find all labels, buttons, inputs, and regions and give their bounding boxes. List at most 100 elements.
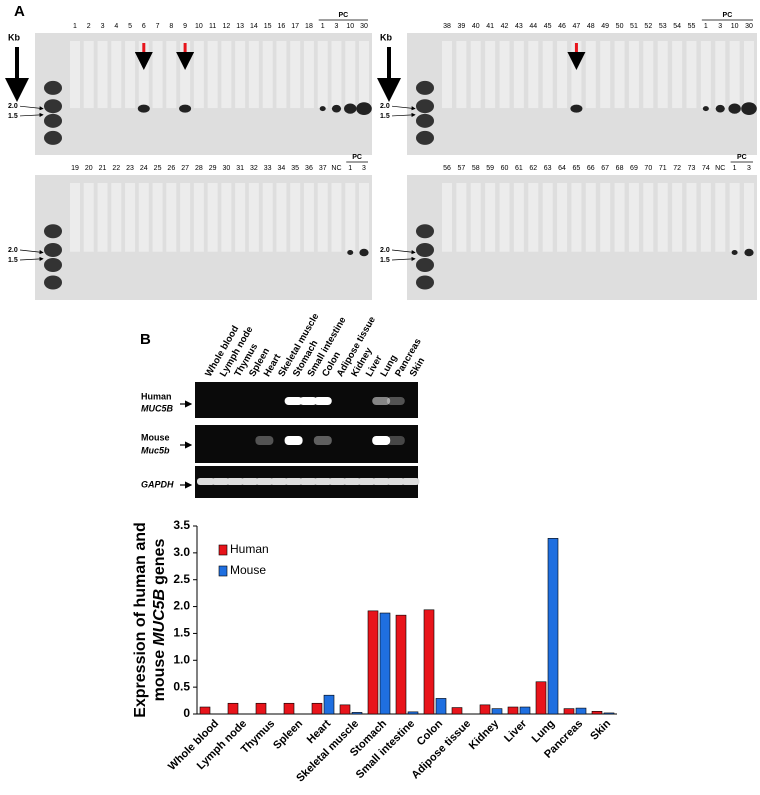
gel-band <box>372 397 391 405</box>
size-label: 1.5 <box>380 257 390 264</box>
size-label: 2.0 <box>8 103 18 110</box>
pc-label: PC <box>338 12 348 19</box>
lane-smear <box>166 183 177 252</box>
band <box>570 104 583 113</box>
gel-band <box>386 397 405 405</box>
lane-label: 56 <box>443 165 451 172</box>
lane-smear <box>614 183 625 252</box>
bar <box>547 538 559 715</box>
band <box>319 106 326 112</box>
gel-band <box>284 436 303 445</box>
lane-smear <box>657 41 668 109</box>
gel-band <box>240 478 259 485</box>
lane-smear <box>303 41 314 109</box>
bar <box>351 712 363 715</box>
lane-smear <box>317 183 328 252</box>
y-tick-label: 2.0 <box>173 599 190 613</box>
lane-label: 32 <box>250 165 258 172</box>
lane-smear <box>700 183 711 252</box>
lane-label: 57 <box>457 165 465 172</box>
lane-label: 5 <box>128 23 132 30</box>
lane-smear <box>248 41 259 109</box>
lane-smear <box>513 41 524 109</box>
ladder-band <box>44 224 62 239</box>
lane-smear <box>111 183 122 252</box>
lane-smear <box>359 41 369 109</box>
gel-row-label: Muc5b <box>141 445 170 455</box>
lane-label: 69 <box>630 165 638 172</box>
band <box>744 248 754 257</box>
lane-smear <box>585 41 596 109</box>
gel-band <box>299 478 318 485</box>
lane-label: 30 <box>745 23 753 30</box>
ladder-band <box>416 224 434 239</box>
ladder-band <box>44 275 62 290</box>
legend-label: Mouse <box>230 563 266 577</box>
lane-smear <box>600 183 611 252</box>
ladder-band <box>416 113 434 128</box>
lane-label: NC <box>331 165 341 172</box>
lane-label: 9 <box>183 23 187 30</box>
bar <box>339 704 351 715</box>
lane-label: 71 <box>659 165 667 172</box>
lane-label: 58 <box>472 165 480 172</box>
lane-smear <box>83 183 94 252</box>
lane-smear <box>331 183 342 252</box>
lane-smear <box>248 183 259 252</box>
lane-label: 47 <box>573 23 581 30</box>
gel-band <box>386 478 405 485</box>
y-tick-label: 0.5 <box>173 679 190 693</box>
lane-smear <box>138 183 149 252</box>
size-pointer <box>19 105 44 111</box>
ladder-band <box>416 275 434 290</box>
lane-label: 61 <box>515 165 523 172</box>
x-tick-label: Skin <box>588 717 613 742</box>
lane-label: 54 <box>673 23 681 30</box>
lane-smear <box>456 41 467 109</box>
size-pointer <box>391 112 416 118</box>
lane-label: 50 <box>616 23 624 30</box>
size-pointer <box>19 256 44 262</box>
gel-band <box>372 436 391 445</box>
lane-label: 33 <box>264 165 272 172</box>
gel-band <box>313 397 332 405</box>
band <box>347 250 354 255</box>
lane-smear <box>193 183 204 252</box>
gel-band <box>226 478 245 485</box>
lane-smear <box>729 183 740 252</box>
y-axis-label-part: MUC5B <box>151 589 168 646</box>
bar <box>603 712 615 715</box>
lane-label: 72 <box>673 165 681 172</box>
band <box>731 250 738 255</box>
bar <box>591 711 603 715</box>
x-tick-label: Liver <box>502 717 530 745</box>
lane-label: 1 <box>348 165 352 172</box>
lane-smear <box>221 183 232 252</box>
gel-band <box>197 478 215 485</box>
lane-smear <box>643 183 654 252</box>
lane-label: 21 <box>99 165 107 172</box>
lane-smear <box>97 183 108 252</box>
lane-smear <box>470 41 481 109</box>
lane-label: 36 <box>305 165 313 172</box>
size-pointer <box>19 249 44 255</box>
bar <box>451 707 463 715</box>
lane-label: 13 <box>236 23 244 30</box>
lane-label: 3 <box>747 165 751 172</box>
lane-smear <box>193 41 204 109</box>
bar <box>535 681 547 715</box>
bar <box>311 702 323 715</box>
lane-smear <box>686 183 697 252</box>
lane-smear <box>657 183 668 252</box>
bar <box>435 698 447 715</box>
ladder-band <box>44 130 62 145</box>
gel-band <box>372 478 391 485</box>
panel-label: A <box>14 3 25 20</box>
lane-smear <box>600 41 611 109</box>
bar <box>255 702 267 715</box>
x-tick-label: Spleen <box>271 718 305 752</box>
gel-band <box>284 397 303 405</box>
lane-smear <box>470 183 481 252</box>
band <box>741 102 757 116</box>
lane-label: 38 <box>443 23 451 30</box>
